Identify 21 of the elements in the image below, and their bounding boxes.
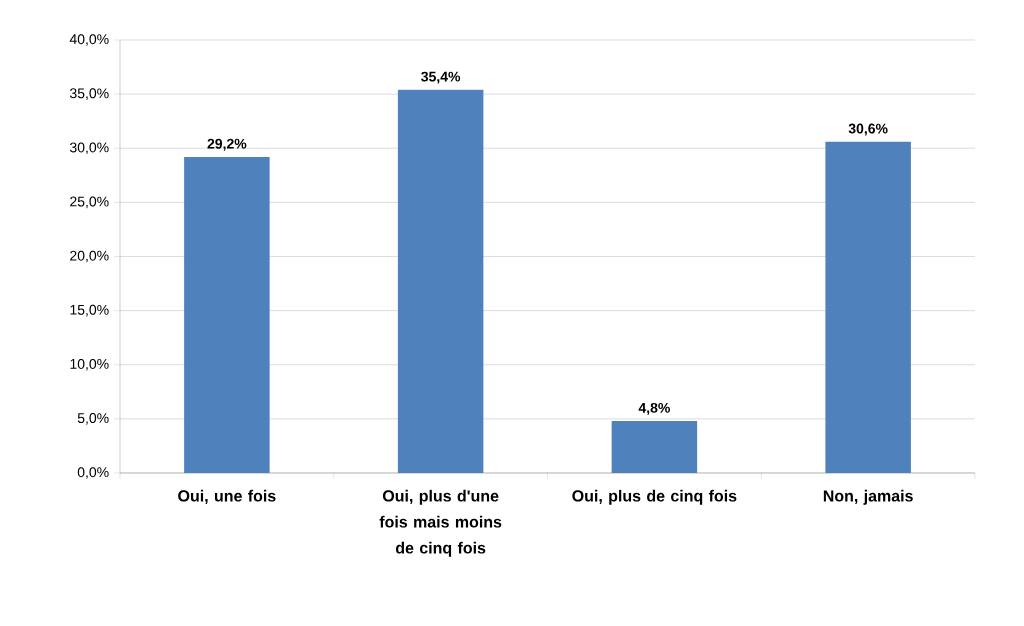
data-label: 35,4%	[421, 71, 461, 84]
y-tick-label: 30,0%	[69, 142, 109, 155]
y-tick-label: 35,0%	[69, 88, 109, 100]
x-tick-label: Oui, plus d'une fois mais moins de cinq fois	[379, 489, 502, 557]
y-tick-label: 0,0%	[77, 467, 109, 479]
x-tick-label: Oui, une fois	[178, 489, 276, 504]
bar	[611, 421, 698, 473]
y-tick-label: 20,0%	[70, 250, 109, 263]
y-tick-label: 25,0%	[70, 196, 109, 209]
bar	[184, 156, 270, 473]
x-tick-label: Non, jamais	[823, 489, 913, 505]
y-tick-label: 15,0%	[70, 304, 109, 317]
bar	[825, 141, 911, 473]
data-label: 4,8%	[638, 402, 670, 415]
data-label: 29,2%	[207, 138, 247, 151]
y-tick-label: 40,0%	[69, 34, 109, 46]
bar	[397, 89, 484, 473]
y-tick-label: 10,0%	[70, 358, 109, 371]
data-label: 30,6%	[848, 123, 888, 136]
x-tick-label: Oui, plus de cinq fois	[572, 489, 737, 505]
y-tick-label: 5,0%	[77, 413, 109, 425]
